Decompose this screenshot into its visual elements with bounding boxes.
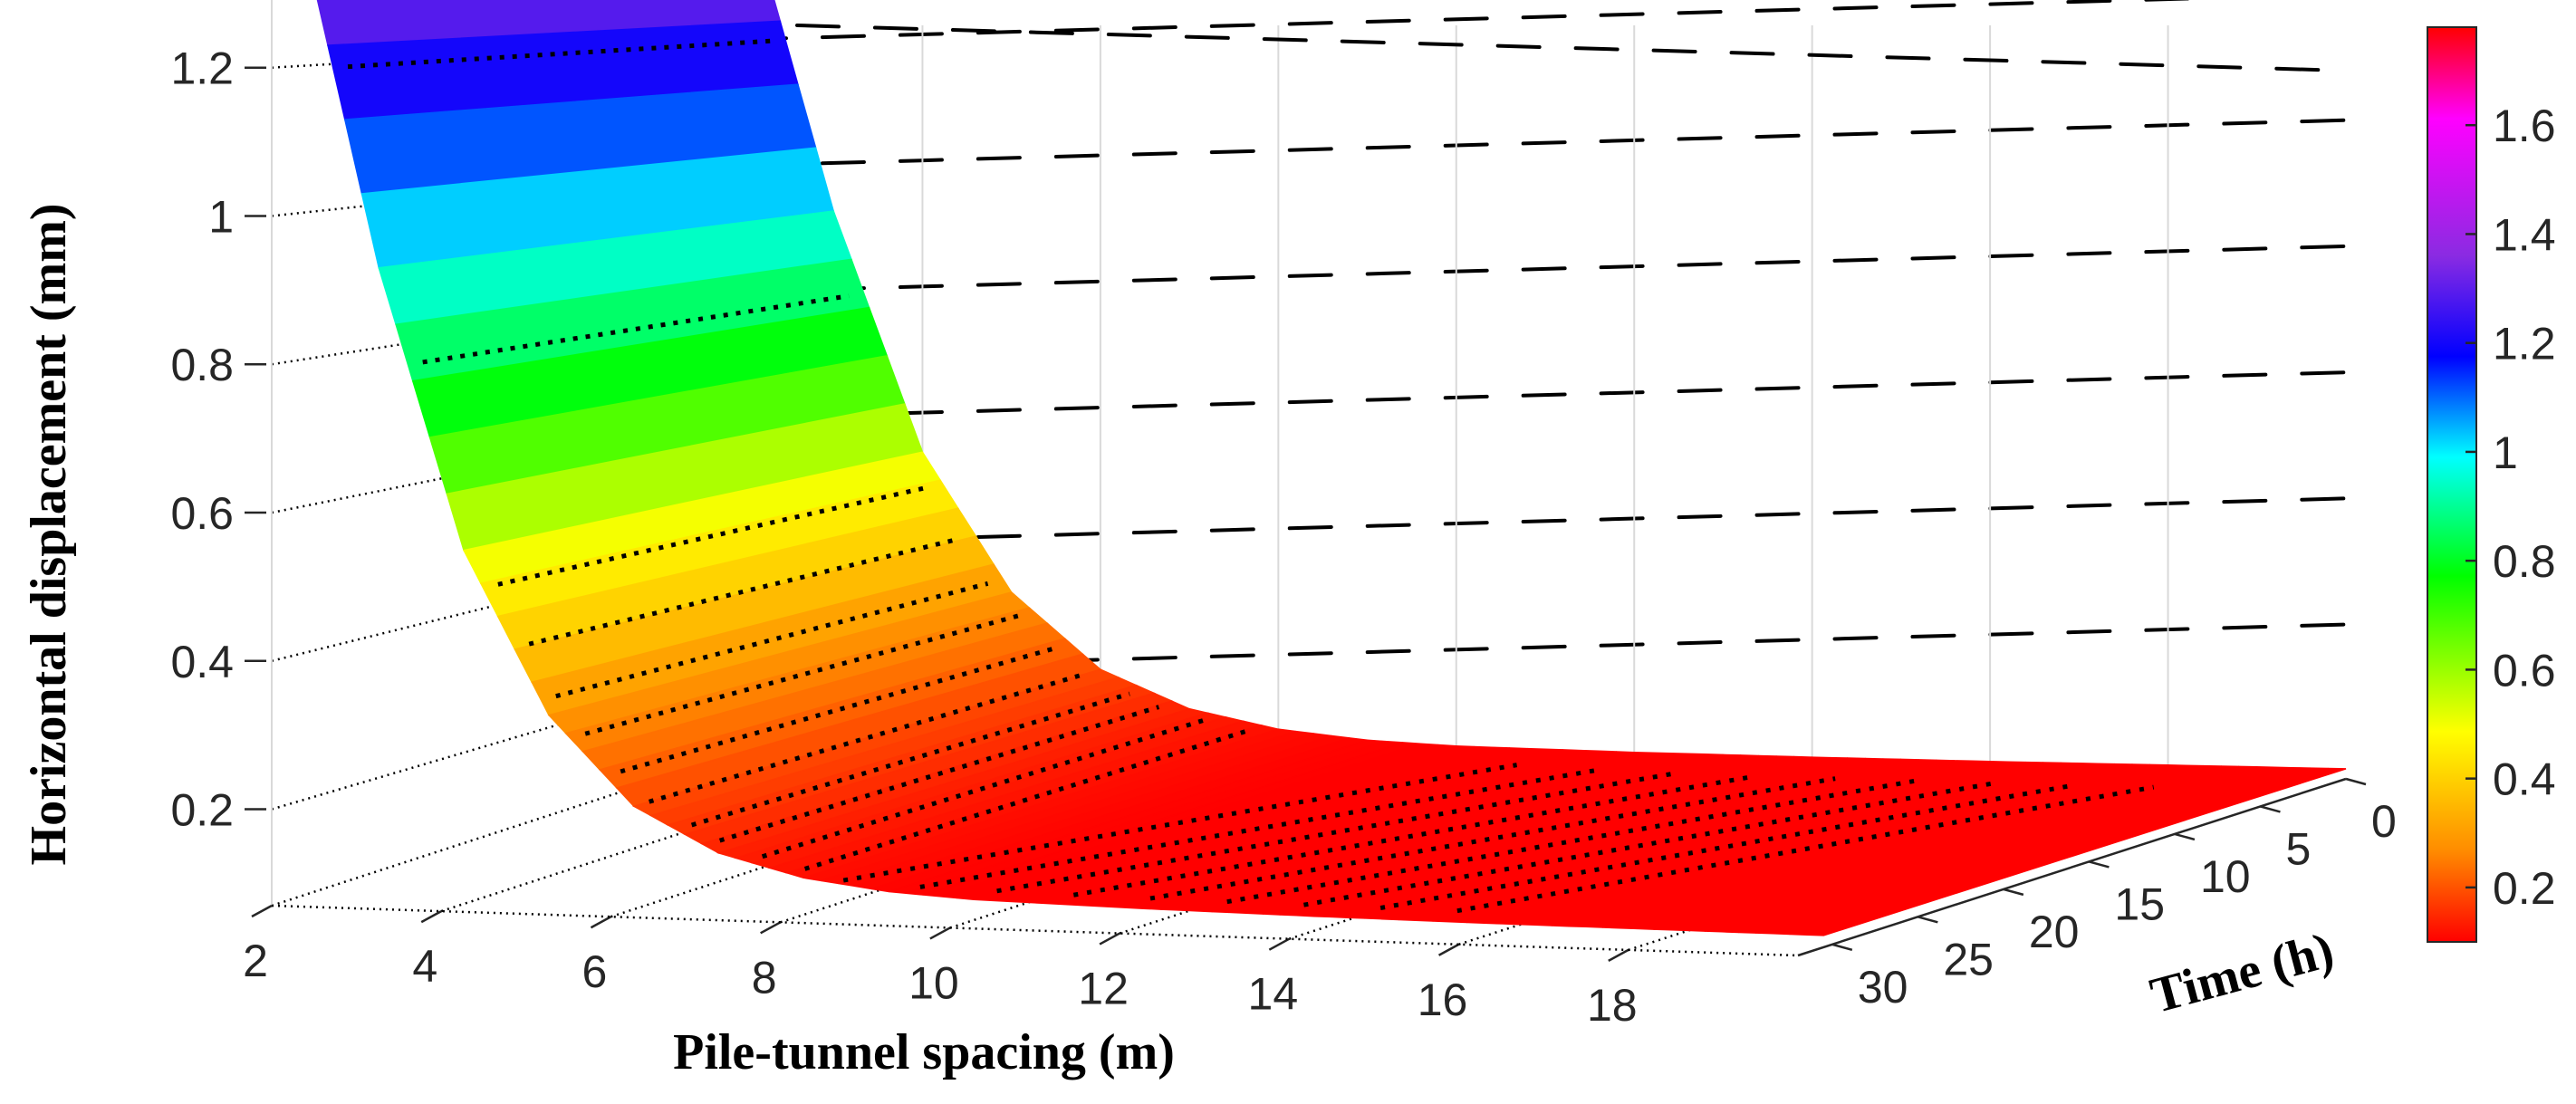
time-tick-label: 25 [1943, 934, 1994, 984]
z-tick-label: 0.6 [170, 488, 234, 539]
x-tick-label: 14 [1248, 969, 1299, 1020]
x-axis-label: Pile-tunnel spacing (m) [673, 1024, 1175, 1080]
x-tick-mark [1099, 932, 1120, 946]
contour-markers [347, 38, 2155, 914]
time-tick-label: 15 [2114, 878, 2165, 929]
colorbar-tick-label: 0.8 [2493, 536, 2556, 587]
colorbar-ticks: 0.2 0.4 0.6 0.8 1 1.2 1.4 1.6 [2465, 101, 2556, 914]
time-tick-mark [2089, 860, 2110, 869]
x-tick-label: 4 [412, 941, 437, 992]
displacement-surface [316, 0, 2347, 936]
colorbar-tick-label: 1.4 [2493, 209, 2556, 260]
x-tick-label: 16 [1418, 974, 1468, 1025]
z-tick-label: 0.2 [170, 785, 234, 836]
contour-line [803, 728, 1249, 871]
time-tick-mark [1831, 943, 1853, 952]
colorbar-tick-label: 0.6 [2493, 645, 2556, 696]
x-axis-line [271, 904, 1799, 957]
colorbar-tick-label: 0.4 [2493, 754, 2556, 805]
contour-line [761, 718, 1205, 859]
x-tick-label: 6 [582, 946, 608, 997]
x-tick-label: 2 [243, 936, 268, 986]
time-tick-mark [2345, 777, 2367, 786]
time-tick-label: 20 [2029, 907, 2080, 957]
z-axis-label: Horizontal displacement (mm) [21, 204, 77, 866]
x-tick-mark [1268, 937, 1290, 951]
x-axis: 2 4 6 8 10 12 14 16 18 [243, 904, 1799, 1031]
back-wall-gridline [743, 496, 2348, 546]
time-tick-mark [2174, 832, 2196, 841]
x-tick-label: 10 [908, 957, 959, 1008]
z-tick-label: 0.4 [170, 637, 234, 687]
colorbar: 0.2 0.4 0.6 0.8 1 1.2 1.4 1.6 [2427, 26, 2556, 943]
x-tick-mark [1437, 943, 1460, 956]
x-tick-mark [929, 926, 951, 940]
contour-line [1379, 782, 2075, 910]
z-tick-label: 1.2 [170, 43, 234, 94]
contour-line [996, 771, 1677, 894]
contour-line [1456, 784, 2155, 914]
z-tick-label: 0.8 [170, 340, 234, 390]
contour-line [919, 768, 1597, 889]
x-tick-mark [760, 921, 782, 935]
y-axis: 0 5 10 15 20 25 30 [1797, 777, 2397, 1013]
back-wall-top-edge [795, 24, 2348, 72]
floor-depth-gridline [271, 750, 745, 907]
time-tick-mark [1918, 916, 1938, 924]
x-tick-label: 18 [1587, 980, 1638, 1031]
axes-box [271, 0, 2348, 952]
z-tick-label: 1 [208, 191, 234, 242]
contour-line [1302, 781, 1995, 907]
back-wall-gridline [743, 118, 2348, 168]
colorbar-tick-label: 1 [2493, 427, 2518, 478]
colorbar-tick-label: 0.2 [2493, 863, 2556, 914]
colorbar-gradient [2427, 26, 2477, 943]
time-tick-label: 5 [2285, 823, 2311, 874]
x-tick-mark [251, 904, 273, 918]
surface-patch [1806, 767, 2347, 936]
back-wall-grid [743, 0, 2348, 776]
contour-line [718, 705, 1160, 843]
time-tick-label: 10 [2200, 851, 2251, 902]
colorbar-tick-label: 1.6 [2493, 101, 2556, 151]
time-tick-mark [2260, 805, 2281, 813]
z-axis: 0.20.40.60.811.21.4 [170, 0, 273, 906]
contour-line [690, 691, 1130, 828]
contour-line [555, 581, 989, 699]
y-axis-label: Time (h) [2145, 922, 2340, 1024]
x-tick-mark [1608, 948, 1629, 962]
time-tick-label: 0 [2371, 796, 2397, 847]
x-tick-label: 12 [1078, 964, 1129, 1014]
time-axis-line [1797, 777, 2347, 957]
time-tick-mark [2003, 888, 2024, 897]
contour-line [422, 293, 850, 365]
x-tick-mark [420, 910, 442, 924]
time-tick-label: 30 [1858, 962, 1908, 1013]
back-wall-gridline [743, 0, 2203, 42]
x-tick-label: 8 [752, 952, 777, 1003]
colorbar-tick-label: 1.2 [2493, 319, 2556, 370]
contour-line [497, 485, 928, 587]
contour-line [528, 536, 961, 647]
back-wall-gridline [743, 244, 2348, 293]
x-tick-mark [590, 916, 612, 929]
contour-line [842, 763, 1518, 883]
back-wall-gridline [743, 370, 2348, 420]
